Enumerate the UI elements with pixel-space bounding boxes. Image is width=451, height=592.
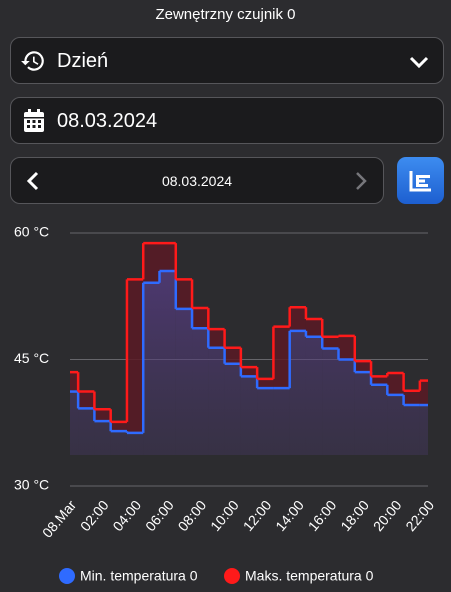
page-title: Zewnętrzny czujnik 0 [155,6,296,23]
min-area [419,405,428,455]
legend-label: Min. temperatura 0 [80,568,198,584]
max-area [257,378,274,389]
max-area [159,243,176,271]
legend-label: Maks. temperatura 0 [245,568,374,584]
min-area [78,408,95,455]
period-label: Dzień [57,50,109,72]
min-area [208,347,225,455]
max-area [354,361,372,373]
min-area [354,372,372,455]
x-tick-label: 16:00 [305,497,340,534]
max-area [371,376,388,385]
min-area [322,348,339,455]
max-area [224,347,241,364]
min-area [143,282,160,455]
x-tick-label: 14:00 [272,497,307,534]
x-tick-label: 06:00 [142,497,177,534]
min-area [371,384,388,455]
period-dropdown[interactable]: Dzień [10,37,444,84]
legend-marker [224,568,240,584]
min-area [305,336,323,455]
date-label: 08.03.2024 [57,110,158,132]
min-area [240,376,258,455]
chevron-down [409,56,429,69]
max-area [289,307,306,331]
nav-date: 08.03.2024 [161,173,233,189]
max-area [403,390,420,406]
max-area [338,335,355,360]
history-icon [21,51,44,71]
max-area [419,380,428,406]
x-tick-label: 20:00 [370,497,405,534]
max-area [273,326,290,389]
next-button[interactable] [354,171,368,191]
min-area [338,359,355,455]
min-area [192,328,209,455]
max-area [78,391,95,409]
x-tick-label: 12:00 [240,497,275,534]
min-area [224,363,241,455]
min-area [273,388,290,455]
y-tick-label: 60 °C [14,224,49,240]
x-tick-label: 04:00 [109,497,144,534]
max-area [240,367,258,377]
max-area [70,372,79,392]
calendar-icon [24,109,44,132]
max-area [208,329,225,348]
y-tick-label: 45 °C [14,350,49,366]
date-input[interactable]: 08.03.2024 [10,97,444,144]
chart-icon [409,171,431,192]
prev-button[interactable] [26,171,40,191]
min-area [94,421,111,455]
max-area [305,319,323,337]
min-area [257,388,274,455]
x-tick-label: 22:00 [402,497,437,534]
x-tick-label: 18:00 [337,497,372,534]
y-tick-label: 30 °C [14,477,49,493]
x-tick-label: 02:00 [77,497,112,534]
max-area [126,279,144,433]
chart-type-button[interactable] [397,157,444,204]
x-tick-label: 08.Mar [39,497,79,541]
max-area [143,243,160,283]
max-area [94,409,111,422]
max-area [110,421,127,432]
min-area [403,405,420,455]
max-area [322,336,339,349]
min-area [289,330,306,455]
max-area [192,308,209,329]
min-area [175,308,193,455]
max-area [175,279,193,309]
min-area [110,431,127,455]
min-area [159,270,176,455]
date-navigator: 08.03.2024 [10,157,384,204]
x-tick-label: 08:00 [175,497,210,534]
legend-marker [59,568,75,584]
x-tick-label: 10:00 [207,497,242,534]
min-area [387,394,404,455]
min-area [70,391,79,455]
max-area [387,372,404,395]
min-area [126,432,144,455]
